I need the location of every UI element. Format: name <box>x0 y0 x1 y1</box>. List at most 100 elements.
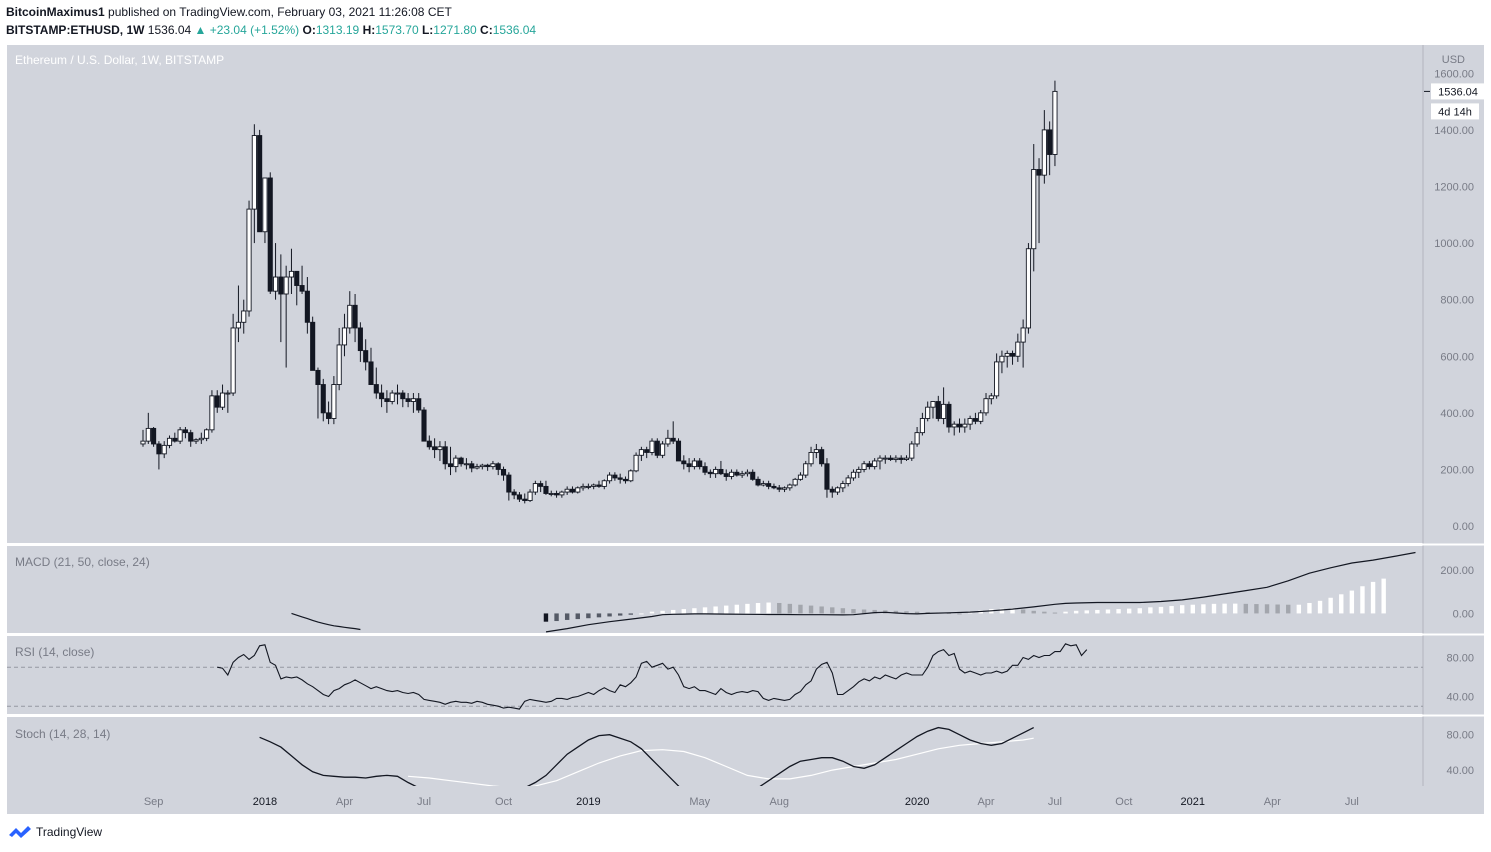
candle-up <box>394 392 401 395</box>
candle-down <box>766 483 772 487</box>
candle-down <box>888 457 894 460</box>
candle-down <box>432 446 438 451</box>
candle-down <box>569 488 576 493</box>
time-tick-label: 2018 <box>253 796 277 808</box>
candle-up <box>951 423 957 428</box>
macd-histogram-bar <box>766 602 771 614</box>
candle-up <box>585 485 591 488</box>
last-price-label: 1536.04 <box>1438 86 1478 98</box>
candle-down <box>495 463 501 470</box>
price-change: ▲ +23.04 (+1.52%) <box>194 23 300 37</box>
macd-histogram-bar <box>872 609 877 614</box>
candle-up <box>872 460 878 468</box>
candle-down <box>400 392 406 400</box>
macd-histogram-bar <box>692 608 697 614</box>
candle-up <box>994 361 1000 397</box>
pane-background-1 <box>7 546 1423 633</box>
time-tick-label: Jul <box>417 796 431 808</box>
open-value: 1313.19 <box>315 23 360 37</box>
candle-up <box>787 484 793 489</box>
macd-histogram-bar <box>1126 608 1132 614</box>
pane-background-0 <box>7 45 1423 543</box>
candle-up <box>177 429 183 442</box>
candle-down <box>485 464 491 468</box>
candle-down <box>670 437 676 442</box>
macd-histogram-bar <box>639 613 644 615</box>
candle-down <box>596 484 602 487</box>
candle-up <box>251 135 257 210</box>
time-tick-label: Oct <box>495 796 512 808</box>
footer-brand[interactable]: TradingView <box>8 825 102 839</box>
macd-histogram-bar <box>1010 608 1015 614</box>
candle-down <box>681 460 687 465</box>
price-tick-label: 400.00 <box>1440 408 1474 420</box>
candle-up <box>166 437 173 446</box>
candle-down <box>469 463 475 469</box>
candle-up <box>978 412 984 422</box>
candle-up <box>781 487 788 490</box>
candle-down <box>946 403 952 428</box>
candle-down <box>1036 169 1042 176</box>
candle-down <box>702 466 708 473</box>
macd-histogram-bar <box>543 613 549 622</box>
candle-down <box>172 437 178 442</box>
macd-histogram-bar <box>702 607 708 614</box>
candle-up <box>813 449 819 453</box>
macd-histogram-bar <box>1148 607 1153 614</box>
macd-histogram-bar <box>787 603 793 614</box>
time-tick-label: Apr <box>336 796 353 808</box>
macd-histogram-bar <box>808 605 814 614</box>
candle-down <box>257 135 263 233</box>
candle-up <box>288 270 295 278</box>
candle-down <box>500 468 507 476</box>
time-tick-label: Aug <box>769 796 789 808</box>
candle-up <box>145 427 151 442</box>
candle-down <box>522 498 528 502</box>
macd-histogram-bar <box>830 607 835 614</box>
candle-up <box>882 457 888 460</box>
macd-histogram-bar <box>1042 611 1047 614</box>
candle-up <box>983 398 989 414</box>
candle-up <box>962 423 968 428</box>
candle-up <box>230 327 236 394</box>
time-tick-label: Jul <box>1048 796 1062 808</box>
macd-histogram-bar <box>1307 602 1312 614</box>
candle-down <box>421 409 427 442</box>
candle-down <box>654 440 660 456</box>
macd-histogram-bar <box>1233 603 1238 614</box>
candle-up <box>453 457 459 468</box>
candle-down <box>458 457 464 465</box>
time-tick-label: Jul <box>1345 796 1359 808</box>
candle-up <box>1031 169 1037 250</box>
candle-up <box>967 418 973 425</box>
candle-down <box>866 463 872 468</box>
symbol-label[interactable]: BITSTAMP:ETHUSD, 1W <box>6 23 145 37</box>
time-tick-label: 2020 <box>905 796 929 808</box>
candle-up <box>1052 90 1058 155</box>
candle-down <box>734 471 740 476</box>
candle-up <box>739 473 745 476</box>
macd-histogram-bar <box>755 602 761 614</box>
price-tick-label: 1600.00 <box>1434 68 1474 80</box>
macd-histogram-bar <box>671 609 676 614</box>
candle-down <box>405 398 411 402</box>
candle-up <box>262 177 268 233</box>
publisher-name[interactable]: BitcoinMaximus1 <box>6 5 105 19</box>
footer-brand-text: TradingView <box>36 825 103 839</box>
tradingview-logo-icon <box>9 826 31 838</box>
candle-down <box>612 474 618 479</box>
candle-up <box>691 460 697 468</box>
time-tick-label: 2021 <box>1181 796 1205 808</box>
candle-up <box>856 468 862 473</box>
macd-histogram-bar <box>946 612 952 614</box>
macd-histogram-bar <box>724 605 729 614</box>
macd-histogram-bar <box>798 604 803 614</box>
candle-up <box>527 491 533 502</box>
candle-down <box>675 440 682 462</box>
candle-up <box>925 406 931 419</box>
macd-histogram-bar <box>861 609 867 614</box>
macd-histogram-bar <box>1073 610 1079 614</box>
candle-down <box>326 412 332 419</box>
macd-histogram-bar <box>893 610 899 614</box>
